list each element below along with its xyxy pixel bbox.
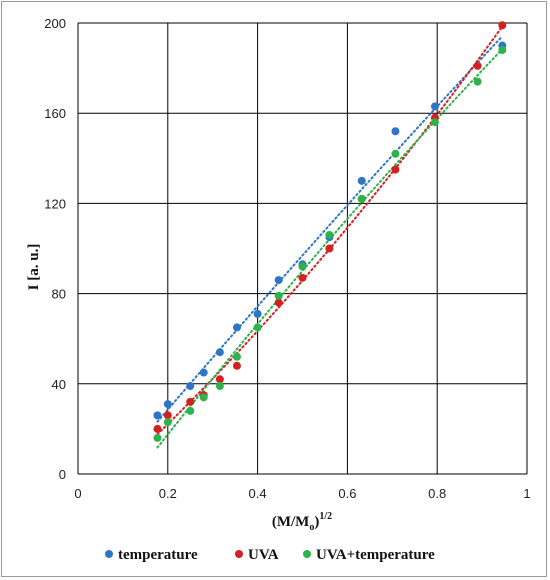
x-tick-label: 0.2: [159, 486, 177, 501]
x-axis-title-superscript: 1/2: [319, 511, 332, 522]
data-point-uva: [163, 411, 172, 420]
x-axis-title-subscript: o: [309, 522, 314, 533]
x-tick-label: 0.6: [338, 486, 356, 501]
y-tick-label: 80: [52, 287, 66, 302]
data-point-uva-temperature: [325, 230, 334, 239]
y-tick-label: 120: [44, 196, 66, 211]
grid-lines: [77, 22, 528, 475]
data-points: [153, 21, 507, 442]
data-point-uva: [391, 165, 400, 174]
legend-marker-temperature: [105, 550, 113, 558]
data-point-temperature: [163, 400, 172, 409]
data-point-uva-temperature: [274, 291, 283, 300]
data-point-uva-temperature: [215, 382, 224, 391]
tick-labels: 0 0.2 0.4 0.6 0.8 1 0 40 80 120 160 200: [44, 16, 530, 501]
legend-marker-uva-temperature: [303, 550, 311, 558]
data-point-uva-temperature: [430, 118, 439, 127]
data-point-uva-temperature: [498, 46, 507, 55]
data-point-temperature: [253, 309, 262, 318]
data-point-uva-temperature: [163, 418, 172, 427]
data-point-uva-temperature: [298, 262, 307, 271]
data-point-uva-temperature: [232, 352, 241, 361]
data-point-temperature: [430, 102, 439, 111]
data-point-temperature: [153, 411, 162, 420]
data-point-uva-temperature: [391, 149, 400, 158]
data-point-uva: [325, 244, 334, 253]
x-tick-label: 0: [74, 486, 81, 501]
data-point-uva-temperature: [473, 77, 482, 86]
data-point-uva: [274, 298, 283, 307]
data-point-uva-temperature: [186, 406, 195, 415]
data-point-temperature: [391, 127, 400, 136]
data-point-temperature: [215, 348, 224, 357]
x-axis-title-close: ): [314, 514, 319, 530]
trendline-temperature: [156, 35, 504, 423]
data-point-temperature: [186, 382, 195, 391]
legend-label-temperature: temperature: [118, 547, 198, 563]
x-axis-title: (M/Mo)1/2: [272, 511, 332, 533]
y-tick-label: 200: [44, 16, 66, 31]
data-point-uva: [153, 424, 162, 433]
x-tick-label: 1: [523, 486, 530, 501]
legend-label-uva: UVA: [248, 547, 279, 563]
legend-label-uva-temperature: UVA+temperature: [316, 547, 435, 563]
data-point-temperature: [274, 276, 283, 285]
trendline-uva: [156, 25, 504, 436]
data-point-uva-temperature: [199, 393, 208, 402]
x-tick-label: 0.4: [249, 486, 267, 501]
data-point-uva-temperature: [253, 323, 262, 332]
y-tick-label: 160: [44, 106, 66, 121]
y-axis-title: I [a. u.]: [26, 244, 42, 291]
data-point-temperature: [232, 323, 241, 332]
data-point-uva: [473, 61, 482, 70]
y-tick-label: 0: [59, 467, 66, 482]
y-tick-label: 40: [52, 377, 66, 392]
data-point-uva: [498, 21, 507, 30]
data-point-uva: [215, 375, 224, 384]
data-point-uva: [186, 397, 195, 406]
x-axis-title-base: (M/M: [272, 514, 309, 530]
data-point-uva-temperature: [153, 433, 162, 442]
data-point-temperature: [199, 368, 208, 377]
data-point-uva: [232, 361, 241, 370]
legend-marker-uva: [235, 550, 243, 558]
data-point-uva: [298, 273, 307, 282]
data-point-uva-temperature: [357, 194, 366, 203]
x-tick-label: 0.8: [428, 486, 446, 501]
legend: temperature UVA UVA+temperature: [105, 547, 435, 563]
data-point-temperature: [357, 176, 366, 185]
